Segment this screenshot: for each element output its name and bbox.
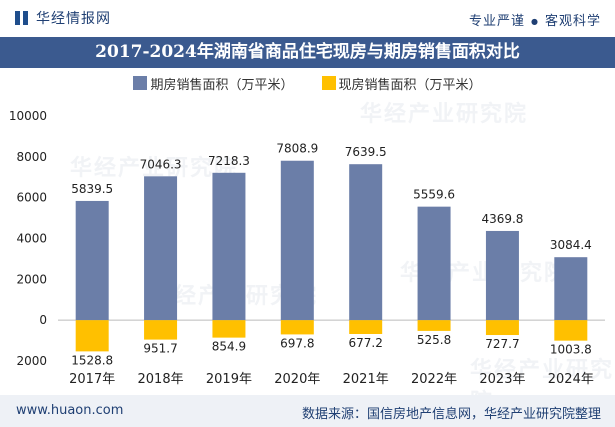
- x-tick-label: 2018年: [138, 372, 184, 387]
- bar-completed: [485, 320, 519, 336]
- legend-label-presale: 期房销售面积（万平米）: [150, 77, 294, 93]
- data-label-presale: 5839.5: [71, 182, 113, 196]
- data-label-presale: 4369.8: [481, 212, 523, 226]
- legend: 期房销售面积（万平米） 现房销售面积（万平米）: [0, 72, 615, 94]
- data-label-presale: 5559.6: [413, 188, 455, 202]
- logo-text: 华经情报网: [36, 11, 111, 27]
- x-tick-label: 2024年: [548, 372, 594, 387]
- data-label-presale: 7808.9: [276, 142, 318, 156]
- bar-presale: [417, 206, 451, 321]
- bar-completed: [280, 320, 314, 335]
- slogan-right: 客观科学: [544, 14, 601, 29]
- data-label-completed: 727.7: [485, 337, 519, 351]
- bar-completed: [144, 320, 178, 340]
- data-label-presale: 7046.3: [140, 157, 182, 171]
- data-label-presale: 7218.3: [208, 154, 250, 168]
- data-label-completed: 525.8: [417, 333, 451, 347]
- dot-icon: ●: [531, 17, 539, 26]
- bar-completed: [554, 320, 588, 341]
- logo[interactable]: 华经情报网: [14, 9, 111, 27]
- y-tick-label: 8000: [16, 150, 47, 164]
- y-tick-label: 6000: [16, 191, 47, 205]
- x-tick-label: 2021年: [343, 372, 389, 387]
- bar-presale: [485, 230, 519, 321]
- website-link[interactable]: www.huaon.com: [16, 403, 124, 418]
- y-tick-label: 4000: [16, 232, 47, 246]
- data-source: 数据来源：国信房地产信息网，华经产业研究院整理: [301, 407, 601, 422]
- bar-presale: [75, 200, 109, 321]
- bar-presale: [554, 257, 588, 321]
- data-label-completed: 1003.8: [550, 343, 592, 357]
- y-tick-label: 10000: [9, 109, 47, 123]
- bar-presale: [212, 172, 246, 321]
- legend-item-completed[interactable]: 现房销售面积（万平米）: [321, 74, 482, 93]
- data-label-completed: 677.2: [349, 336, 383, 350]
- bar-presale: [144, 176, 178, 321]
- watermark: 华经产业研究院: [360, 102, 529, 127]
- data-label-presale: 3084.4: [550, 238, 592, 252]
- bar-presale: [349, 164, 383, 321]
- x-tick-label: 2017年: [69, 372, 115, 387]
- x-tick-label: 2022年: [411, 372, 457, 387]
- y-tick-label: 2000: [16, 272, 47, 286]
- legend-item-presale[interactable]: 期房销售面积（万平米）: [133, 74, 294, 93]
- bar-completed: [212, 320, 246, 338]
- data-label-completed: 697.8: [280, 336, 314, 350]
- logo-icon: [14, 10, 30, 26]
- header: 华经情报网 专业严谨 ● 客观科学: [0, 0, 615, 36]
- x-tick-label: 2020年: [274, 372, 320, 387]
- legend-swatch-presale: [133, 76, 148, 90]
- x-tick-label: 2023年: [479, 372, 525, 387]
- y-tick-label: 0: [39, 313, 47, 327]
- slogan: 专业严谨 ● 客观科学: [469, 10, 601, 29]
- y-tick-label: 2000: [16, 354, 47, 368]
- data-label-completed: 854.9: [212, 340, 246, 354]
- legend-label-completed: 现房销售面积（万平米）: [338, 77, 482, 93]
- data-label-completed: 951.7: [143, 342, 177, 356]
- footer: www.huaon.com 数据来源：国信房地产信息网，华经产业研究院整理: [0, 395, 615, 427]
- x-tick-label: 2019年: [206, 372, 252, 387]
- bar-completed: [75, 320, 109, 352]
- slogan-left: 专业严谨: [468, 14, 525, 29]
- legend-swatch-completed: [321, 76, 336, 90]
- data-label-completed: 1528.8: [71, 353, 113, 367]
- bar-completed: [349, 320, 383, 334]
- data-label-presale: 7639.5: [345, 145, 387, 159]
- bar-completed: [417, 320, 451, 331]
- chart-title: 2017-2024年湖南省商品住宅现房与期房销售面积对比: [0, 37, 615, 68]
- bar-presale: [280, 160, 314, 321]
